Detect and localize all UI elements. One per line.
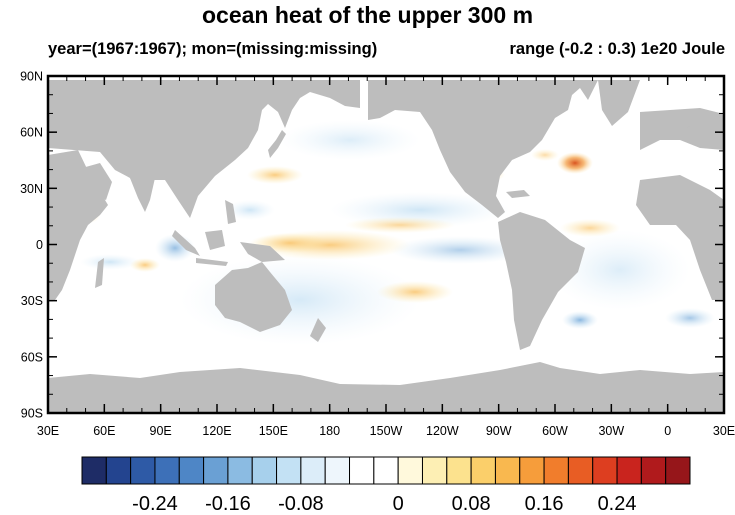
- lon-tick-label: 120W: [426, 424, 459, 438]
- colorbar-swatch: [373, 456, 399, 485]
- latitude-axis: 90N 60N 30N 0 30S 60S 90S: [20, 70, 724, 421]
- anomaly-blob: [560, 219, 620, 237]
- colorbar-swatch: [251, 456, 278, 485]
- land-philippines: [225, 200, 236, 224]
- colorbar-swatch: [543, 456, 569, 485]
- colorbar-swatch: [276, 456, 302, 485]
- colorbar-label: -0.08: [278, 493, 324, 515]
- land-sumatra: [172, 230, 200, 256]
- anomaly-blob: [247, 166, 303, 184]
- land-south-america: [498, 212, 585, 350]
- colorbar-swatch: [421, 456, 448, 485]
- colorbar-swatch: [324, 456, 351, 485]
- anomaly-blob: [130, 258, 160, 272]
- colorbar-swatch: [640, 456, 667, 485]
- land-java: [196, 258, 228, 266]
- colorbar-swatch: [154, 456, 180, 485]
- colorbar-label: -0.24: [132, 493, 178, 515]
- land-borneo: [205, 230, 225, 250]
- lat-tick-label: 30S: [21, 294, 43, 308]
- lon-tick-label: 150W: [370, 424, 403, 438]
- lon-tick-label: 180: [319, 424, 340, 438]
- lat-tick-label: 60N: [20, 126, 43, 140]
- anomaly-blob: [557, 152, 593, 174]
- longitude-axis: 30E 60E 90E 120E 150E 180 150W 120W 90W 60W 30W 0 30…: [37, 76, 735, 438]
- anomaly-blob: [562, 311, 598, 329]
- colorbar-swatch: [300, 456, 326, 485]
- anomaly-blob: [80, 254, 140, 270]
- anomaly-blob: [665, 308, 715, 328]
- value-range-subtitle: range (-0.2 : 0.3) 1e20 Joule: [509, 40, 725, 58]
- lon-tick-label: 90W: [486, 424, 512, 438]
- colorbar-swatch: [665, 456, 691, 485]
- colorbar: -0.24 -0.16 -0.08 0 0.08 0.16 0.24: [81, 456, 691, 515]
- anomaly-blob: [377, 281, 453, 303]
- land-eurasia: [48, 80, 360, 218]
- lon-tick-label: 0: [664, 424, 671, 438]
- land-australia: [215, 262, 292, 332]
- land-british-isles: [678, 110, 690, 130]
- lon-tick-label: 120E: [202, 424, 231, 438]
- anomaly-blob: [550, 230, 690, 310]
- anomaly-blob: [531, 149, 559, 161]
- land-north-america: [368, 80, 598, 218]
- lat-tick-label: 0: [36, 238, 43, 252]
- colorbar-label: -0.16: [205, 493, 251, 515]
- anomaly-blob: [390, 236, 530, 264]
- colorbar-swatch: [494, 456, 521, 485]
- colorbar-swatch: [227, 456, 253, 485]
- time-range-subtitle: year=(1967:1967); mon=(missing:missing): [48, 40, 378, 58]
- colorbar-swatch: [397, 456, 423, 485]
- map-title: ocean heat of the upper 300 m: [201, 2, 534, 28]
- lon-tick-label: 30E: [37, 424, 59, 438]
- land-india: [130, 178, 155, 212]
- land-greenland: [598, 80, 640, 126]
- lon-tick-label: 30E: [713, 424, 735, 438]
- land-masses: [48, 80, 724, 413]
- colorbar-label: 0.16: [525, 493, 564, 515]
- anomaly-blob: [225, 200, 275, 220]
- colorbar-swatch: [616, 456, 642, 485]
- lat-tick-label: 60S: [21, 350, 43, 364]
- land-madagascar: [95, 258, 104, 288]
- lat-tick-label: 90S: [21, 407, 43, 421]
- colorbar-swatch: [592, 456, 618, 485]
- land-antarctica: [48, 362, 724, 413]
- colorbar-label: 0.08: [452, 493, 491, 515]
- colorbar-label: 0.24: [598, 493, 637, 515]
- land-new-guinea: [240, 242, 285, 262]
- lon-tick-label: 60W: [542, 424, 568, 438]
- lon-tick-label: 150E: [259, 424, 288, 438]
- colorbar-swatch: [178, 456, 205, 485]
- lat-tick-label: 30N: [20, 182, 43, 196]
- anomaly-blob: [280, 120, 420, 160]
- lon-tick-label: 30W: [598, 424, 624, 438]
- land-japan: [268, 130, 286, 158]
- lon-tick-label: 60E: [93, 424, 115, 438]
- land-new-zealand: [310, 318, 326, 342]
- colorbar-swatch: [81, 456, 107, 485]
- colorbar-swatch: [349, 456, 375, 485]
- land-cuba: [506, 190, 530, 198]
- lon-tick-label: 90E: [150, 424, 172, 438]
- colorbar-swatch: [130, 456, 156, 485]
- land-arabia: [82, 163, 112, 200]
- colorbar-swatch: [203, 456, 229, 485]
- lat-tick-label: 90N: [20, 70, 43, 84]
- colorbar-label: 0: [393, 493, 404, 515]
- colorbar-swatch: [567, 456, 594, 485]
- colorbar-swatch: [470, 456, 496, 485]
- colorbar-swatch: [519, 456, 545, 485]
- land-west-africa: [636, 175, 724, 300]
- colorbar-swatch: [105, 456, 132, 485]
- colorbar-swatch: [446, 456, 472, 485]
- anomaly-blob: [345, 217, 455, 233]
